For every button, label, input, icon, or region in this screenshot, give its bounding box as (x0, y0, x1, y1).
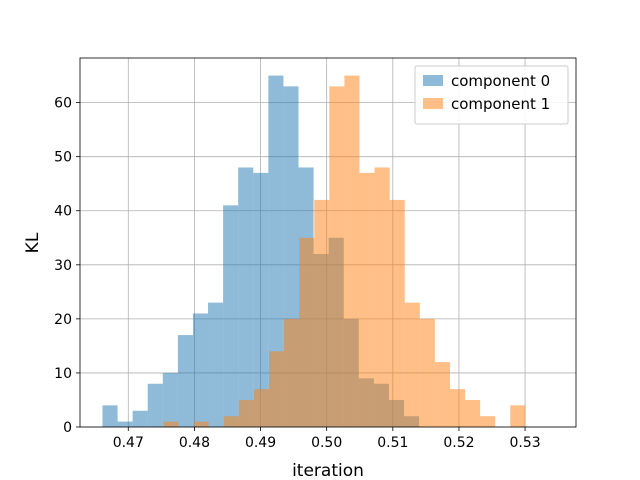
plot-frame (79, 57, 577, 428)
y-tick-label: 60 (54, 96, 72, 112)
histogram-bar-component-1 (329, 86, 345, 427)
y-axis-label: KL (23, 232, 43, 253)
x-axis-label: iteration (292, 461, 364, 480)
histogram-bar-component-0 (177, 335, 193, 427)
y-tick-label: 10 (54, 366, 72, 382)
histogram-bar-component-0 (117, 421, 133, 427)
legend: component 0 component 1 (414, 65, 569, 125)
x-tick-label: 0.47 (113, 435, 144, 451)
histogram-bar-component-0 (162, 372, 178, 427)
histogram-bar-component-1 (223, 416, 239, 427)
histogram-bar-component-0 (147, 383, 163, 427)
histogram-bar-component-1 (374, 167, 390, 427)
histogram-bar-component-1 (344, 75, 360, 428)
ticks-layer: 0.47 0.48 0.49 0.50 0.51 0.52 0.53 0 10 20 30 40 50 6… (54, 96, 540, 451)
histogram-bar-component-0 (192, 313, 209, 427)
histogram-bar-component-0 (102, 405, 118, 427)
histogram-bar-component-1 (465, 399, 481, 427)
y-tick-label: 30 (54, 258, 72, 274)
histogram-bar-component-0 (132, 410, 148, 427)
histogram-bar-component-0 (268, 75, 284, 428)
legend-label-component-1: component 1 (451, 95, 550, 113)
x-tick-label: 0.49 (245, 435, 276, 451)
histogram-bar-component-0 (223, 205, 239, 427)
histogram-bar-component-0 (238, 167, 254, 427)
y-tick-label: 40 (54, 204, 72, 220)
x-tick-label: 0.53 (509, 435, 540, 451)
histogram-bar-component-0 (208, 302, 224, 427)
legend-label-component-0: component 0 (451, 72, 550, 90)
x-tick-label: 0.48 (179, 435, 210, 451)
histogram-bar-component-1 (419, 318, 435, 427)
y-tick-label: 50 (54, 150, 72, 166)
legend-box (414, 65, 569, 125)
histogram-bar-component-1 (314, 199, 330, 427)
histogram-bar-component-1 (434, 362, 450, 427)
histogram-bar-component-1 (480, 416, 496, 427)
histogram-bar-component-1 (449, 389, 466, 427)
histogram-bar-component-1 (269, 351, 285, 427)
histogram-bar-component-1 (299, 237, 315, 427)
y-tick-label: 0 (63, 420, 72, 436)
x-tick-label: 0.50 (311, 435, 342, 451)
histogram-bar-component-1 (163, 421, 179, 427)
histogram-bar-component-0 (253, 172, 269, 427)
histogram-bar-component-1 (359, 172, 375, 427)
legend-swatch-component-1 (423, 98, 443, 109)
x-tick-label: 0.51 (377, 435, 408, 451)
histogram-bar-component-1 (253, 389, 270, 427)
histogram-bar-component-1 (238, 399, 254, 427)
legend-swatch-component-0 (423, 75, 443, 86)
histogram-bar-component-1 (284, 318, 300, 427)
x-tick-label: 0.52 (443, 435, 474, 451)
bars-layer (102, 75, 526, 428)
y-tick-label: 20 (54, 312, 72, 328)
histogram-bar-component-1 (389, 199, 405, 427)
histogram-bar-component-1 (404, 302, 420, 427)
histogram-bar-component-1 (510, 405, 526, 427)
histogram-bar-component-1 (193, 421, 209, 427)
